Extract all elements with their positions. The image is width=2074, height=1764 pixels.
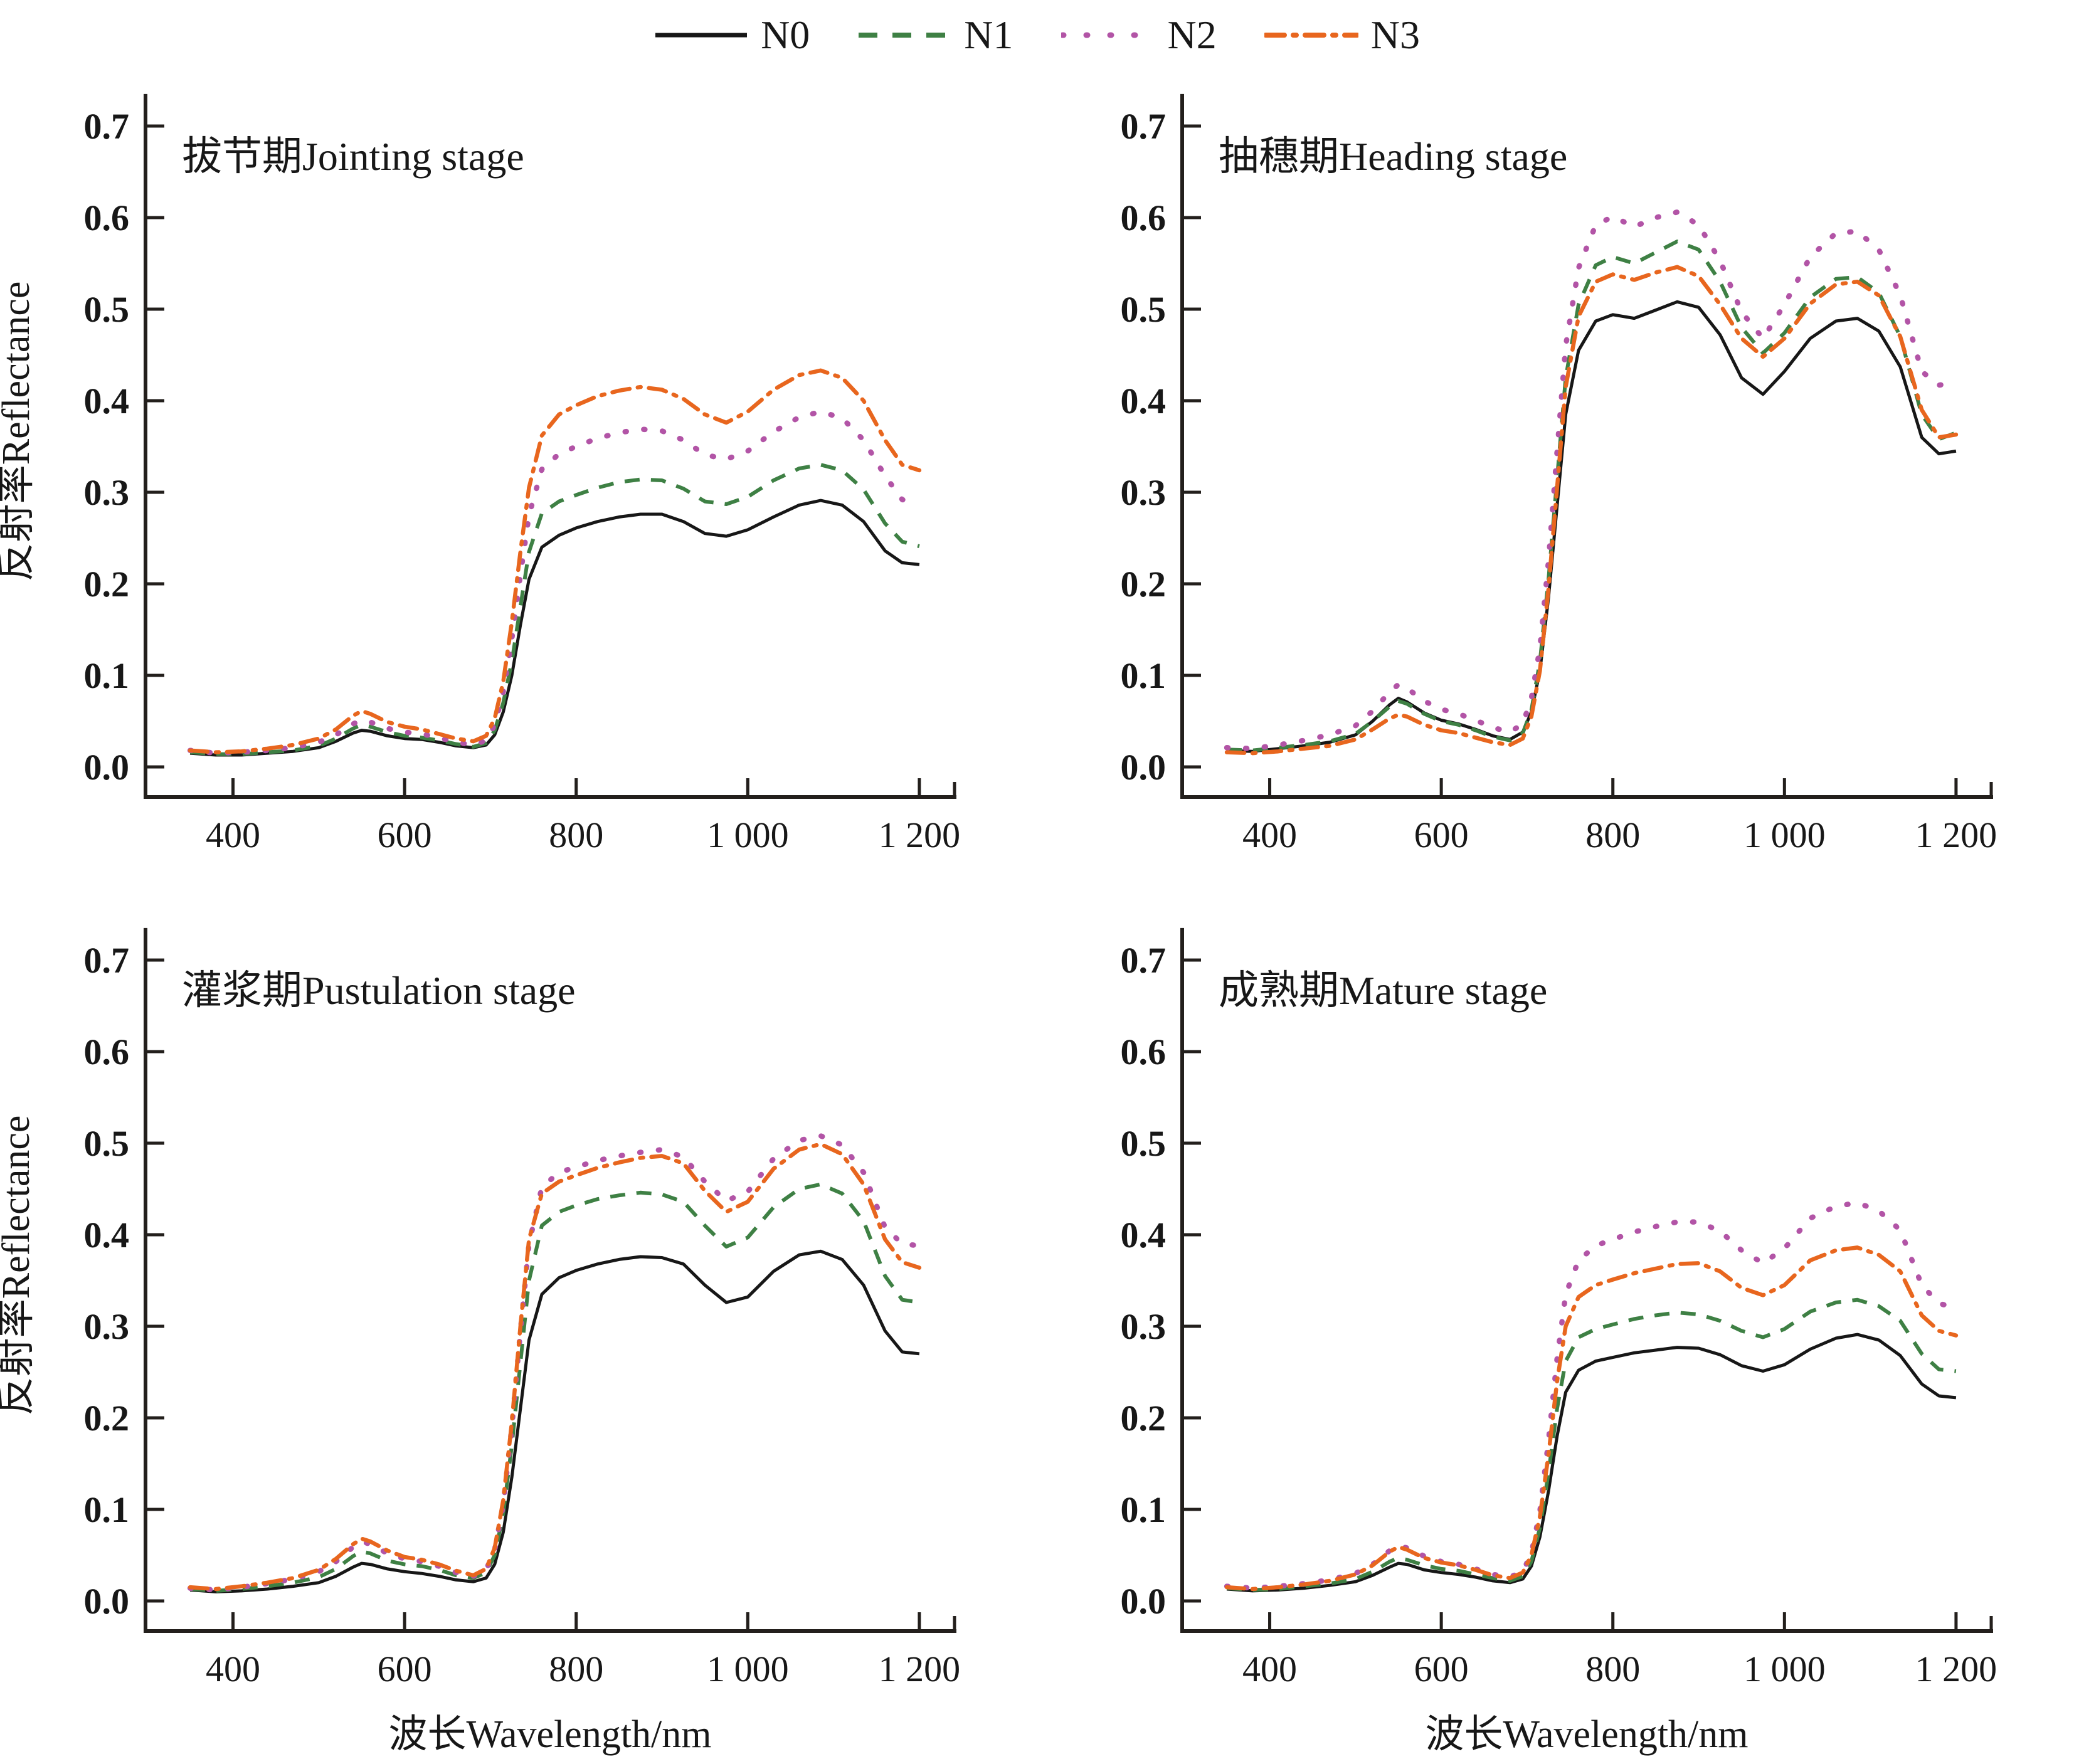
panel-jointing-stage: 0.0 0.1 0.2 0.3 0.4 0.5 0.6 0.7 400 600 800 1 000 1 …: [0, 66, 1037, 900]
y-axis-title: 反射率Reflectance: [0, 282, 38, 582]
panel-heading-chart: 0.0 0.1 0.2 0.3 0.4 0.5 0.6 0.7 400 600 800 1 000 1 …: [1121, 93, 1997, 855]
legend-line-n0-icon: [655, 33, 748, 38]
y-tick-label: 0.0: [84, 1581, 130, 1622]
y-tick-label: 0.1: [1121, 1489, 1167, 1530]
y-tick-label: 0.5: [1121, 289, 1167, 330]
legend-label-n2: N2: [1167, 13, 1217, 57]
curve-n0: [189, 499, 920, 757]
y-tick-label: 0.5: [84, 1123, 130, 1164]
x-tick-label: 600: [1414, 1649, 1469, 1689]
x-tick-label: 1 000: [707, 815, 789, 855]
y-axis-title: 反射率Reflectance: [0, 1116, 38, 1416]
y-tick-label: 0.0: [84, 747, 130, 788]
panel-title: 拔节期Jointing stage: [182, 134, 524, 179]
x-axis-title: 波长Wavelength/nm: [1425, 1713, 1748, 1756]
y-tick-label: 0.0: [1121, 1581, 1167, 1622]
x-tick-label: 400: [206, 815, 260, 855]
x-tick-label: 800: [1585, 815, 1640, 855]
panel-heading-stage: 0.0 0.1 0.2 0.3 0.4 0.5 0.6 0.7 400 600 800 1 000 1 …: [1037, 66, 2074, 900]
x-tick-label: 400: [206, 1649, 260, 1689]
curve-n2: [187, 1133, 923, 1593]
curve-n2: [187, 409, 923, 756]
curve-n3: [188, 1142, 922, 1592]
curve-n3: [1224, 265, 1959, 756]
legend-item-n1: N1: [857, 15, 1013, 55]
x-tick-label: 1 200: [1915, 815, 1997, 855]
y-tick-label: 0.6: [84, 1032, 130, 1072]
panel-mature-chart: 0.0 0.1 0.2 0.3 0.4 0.5 0.6 0.7 400 600 800 1 000 1 …: [1121, 927, 1997, 1756]
legend-label-n0: N0: [761, 13, 810, 57]
y-tick-label: 0.2: [1121, 1398, 1167, 1439]
y-tick-label: 0.1: [84, 655, 130, 696]
y-tick-label: 0.2: [1121, 564, 1167, 605]
curve-n3: [188, 368, 922, 754]
y-tick-label: 0.7: [84, 940, 130, 981]
y-tick-label: 0.2: [84, 1398, 130, 1439]
y-tick-label: 0.5: [1121, 1123, 1167, 1164]
legend-line-n3-icon: [1264, 33, 1358, 38]
y-tick-label: 0.4: [84, 381, 130, 421]
curve-n1: [189, 1182, 920, 1593]
legend-item-n2: N2: [1061, 15, 1217, 55]
y-tick-label: 0.2: [84, 564, 130, 605]
y-tick-label: 0.4: [84, 1215, 130, 1255]
y-tick-label: 0.7: [1121, 940, 1167, 981]
panel-title: 灌浆期Pustulation stage: [182, 968, 576, 1013]
x-tick-label: 1 200: [1915, 1649, 1997, 1689]
y-tick-label: 0.3: [1121, 472, 1167, 513]
x-tick-label: 800: [549, 1649, 603, 1689]
curve-n0: [189, 1249, 920, 1593]
x-tick-label: 400: [1242, 1649, 1297, 1689]
x-tick-label: 600: [378, 1649, 432, 1689]
legend-label-n3: N3: [1370, 13, 1420, 57]
y-tick-label: 0.0: [1121, 747, 1167, 788]
chart-legend: N0 N1 N2 N3: [0, 0, 2074, 66]
y-tick-label: 0.4: [1121, 1215, 1167, 1255]
y-tick-label: 0.6: [84, 198, 130, 238]
curve-n1: [189, 463, 920, 756]
curve-n2: [1224, 1200, 1959, 1591]
x-tick-label: 1 000: [1743, 815, 1826, 855]
x-tick-label: 600: [1414, 815, 1469, 855]
curve-n1: [1226, 1297, 1957, 1592]
y-tick-label: 0.3: [1121, 1306, 1167, 1347]
y-tick-label: 0.3: [84, 1306, 130, 1347]
curve-n0: [1227, 300, 1957, 753]
panel-title: 抽穗期Heading stage: [1219, 134, 1567, 179]
x-tick-label: 800: [1585, 1649, 1640, 1689]
x-tick-label: 400: [1242, 815, 1297, 855]
x-tick-label: 1 200: [879, 1649, 961, 1689]
curve-n0: [1226, 1333, 1957, 1593]
x-axis-title: 波长Wavelength/nm: [388, 1713, 711, 1756]
legend-label-n1: N1: [964, 13, 1013, 57]
y-tick-label: 0.3: [84, 472, 130, 513]
panel-pustulation-stage: 0.0 0.1 0.2 0.3 0.4 0.5 0.6 0.7 400 600 800 1 000 1 …: [0, 900, 1037, 1764]
panels-grid: 0.0 0.1 0.2 0.3 0.4 0.5 0.6 0.7 400 600 800 1 000 1 …: [0, 66, 2074, 1764]
y-tick-label: 0.1: [84, 1489, 130, 1530]
curve-n1: [1226, 240, 1957, 753]
x-tick-label: 1 200: [879, 815, 961, 855]
panel-mature-stage: 0.0 0.1 0.2 0.3 0.4 0.5 0.6 0.7 400 600 800 1 000 1 …: [1037, 900, 2074, 1764]
x-tick-label: 600: [378, 815, 432, 855]
y-tick-label: 0.7: [84, 106, 130, 147]
y-tick-label: 0.6: [1121, 198, 1167, 238]
y-tick-label: 0.7: [1121, 106, 1167, 147]
y-tick-label: 0.1: [1121, 655, 1167, 696]
curve-n2: [1224, 209, 1959, 752]
panel-pustulation-chart: 0.0 0.1 0.2 0.3 0.4 0.5 0.6 0.7 400 600 800 1 000 1 …: [0, 927, 961, 1756]
y-tick-label: 0.5: [84, 289, 130, 330]
panel-jointing-chart: 0.0 0.1 0.2 0.3 0.4 0.5 0.6 0.7 400 600 800 1 000 1 …: [0, 93, 961, 855]
x-tick-label: 1 000: [1743, 1649, 1826, 1689]
legend-item-n3: N3: [1264, 15, 1420, 55]
legend-line-n1-icon: [859, 33, 951, 38]
curve-n3: [1224, 1245, 1959, 1592]
y-tick-label: 0.4: [1121, 381, 1167, 421]
x-tick-label: 800: [549, 815, 603, 855]
y-tick-label: 0.6: [1121, 1032, 1167, 1072]
legend-line-n2-icon: [1061, 32, 1155, 38]
x-tick-label: 1 000: [707, 1649, 789, 1689]
legend-item-n0: N0: [654, 15, 810, 55]
panel-title: 成熟期Mature stage: [1219, 968, 1547, 1013]
